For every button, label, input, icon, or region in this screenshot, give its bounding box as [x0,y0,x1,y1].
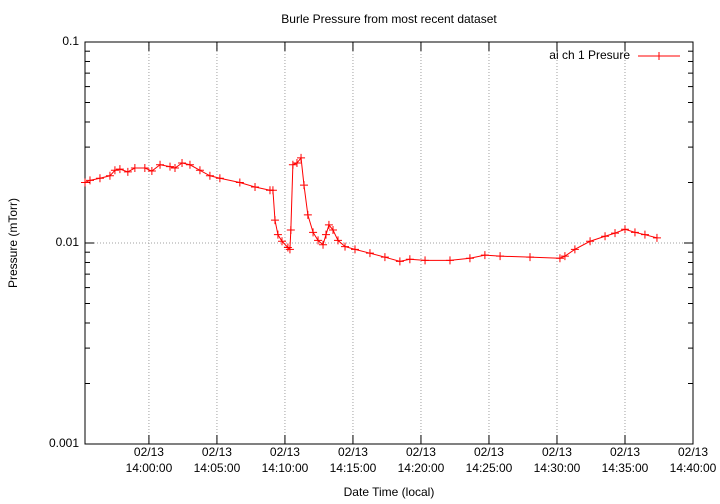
point [555,254,564,263]
point [85,176,94,185]
point [299,181,308,190]
x-tick-label: 02/13 14:40:00 [669,445,717,475]
point [445,256,454,265]
point [123,167,132,176]
point [465,254,474,263]
point [251,182,260,191]
point [314,236,323,245]
point [640,230,649,239]
x-tick-label: 02/13 14:00:00 [125,445,173,475]
point [130,164,139,173]
point [115,165,124,174]
point [105,171,114,180]
y-tick-label: 0.001 [49,436,79,450]
point [140,164,149,173]
x-axis-label: Date Time (local) [344,485,435,499]
point [195,166,204,175]
point [570,245,579,254]
point [333,236,342,245]
point [350,245,359,254]
point [268,186,277,195]
x-tick-label: 02/13 14:15:00 [329,445,377,475]
x-tick-label: 02/13 14:25:00 [465,445,513,475]
point [620,225,629,234]
series-line [84,156,658,262]
point [365,249,374,258]
point [288,160,297,169]
x-tick-label: 02/13 14:20:00 [397,445,445,475]
chart-title: Burle Pressure from most recent dataset [281,12,497,26]
point [95,174,104,183]
point [185,160,194,169]
point [283,243,292,252]
point [586,237,595,246]
point [178,159,187,168]
point [170,164,179,173]
point [166,162,175,171]
point [292,159,301,168]
x-tick-label: 02/13 14:30:00 [533,445,581,475]
y-tick-label: 0.1 [62,34,79,48]
point [341,242,350,251]
point [277,237,286,246]
point [319,240,328,249]
y-axis-label: Pressure (mTorr) [6,198,20,288]
point [297,153,306,162]
point [329,226,338,235]
x-tick-label: 02/13 14:35:00 [601,445,649,475]
point [480,251,489,260]
point [215,174,224,183]
point [81,178,89,187]
point [303,210,312,219]
point [286,226,295,235]
point [405,255,414,264]
point [630,228,639,237]
point [205,171,214,180]
point [156,160,165,169]
point [309,228,318,237]
point [560,252,569,261]
point [611,229,620,238]
point [652,233,661,242]
point [421,256,430,265]
point [110,166,119,175]
point [321,230,330,239]
point [147,167,156,176]
legend-label: ai ch 1 Presure [549,48,630,62]
y-tick-label: 0.01 [56,235,80,249]
point [285,245,294,254]
point [496,252,505,261]
plot-frame [84,41,694,445]
point [395,257,404,266]
point [601,232,610,241]
x-tick-label: 02/13 14:05:00 [193,445,241,475]
point [235,178,244,187]
point [273,230,282,239]
point [526,253,535,262]
point [324,220,333,229]
legend-marker [655,52,663,60]
x-tick-label: 02/13 14:10:00 [261,445,309,475]
point [270,216,279,225]
point [380,253,389,262]
